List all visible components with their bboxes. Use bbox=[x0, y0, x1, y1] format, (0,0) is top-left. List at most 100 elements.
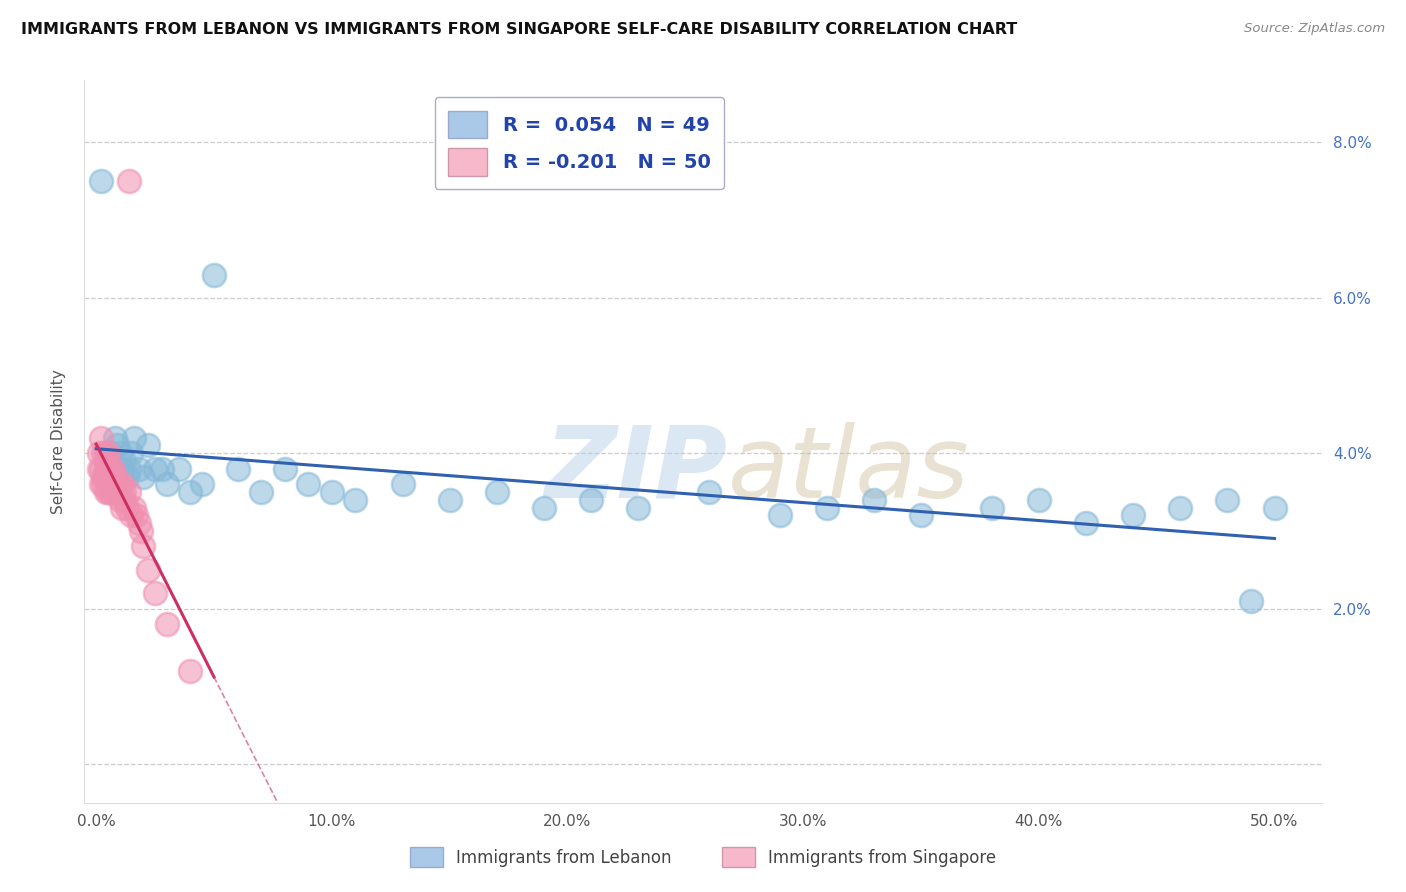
Point bbox=[101, 477, 124, 491]
Point bbox=[132, 469, 155, 483]
Point bbox=[118, 461, 141, 475]
Point bbox=[150, 461, 173, 475]
Point bbox=[115, 469, 138, 483]
Point bbox=[118, 485, 141, 500]
Point bbox=[121, 446, 143, 460]
Point bbox=[108, 446, 131, 460]
Point bbox=[105, 485, 128, 500]
Point bbox=[297, 477, 319, 491]
Point bbox=[111, 461, 134, 475]
Point bbox=[980, 500, 1002, 515]
Point bbox=[105, 477, 128, 491]
Point bbox=[121, 508, 143, 523]
Point bbox=[128, 516, 150, 530]
Point bbox=[202, 268, 225, 282]
Point bbox=[1122, 508, 1144, 523]
Point bbox=[1263, 500, 1285, 515]
Point bbox=[112, 485, 135, 500]
Point bbox=[101, 461, 124, 475]
Point bbox=[97, 485, 120, 500]
Point bbox=[104, 485, 127, 500]
Point bbox=[91, 446, 114, 460]
Point bbox=[108, 492, 131, 507]
Point bbox=[533, 500, 555, 515]
Point bbox=[115, 500, 138, 515]
Point bbox=[1240, 594, 1263, 608]
Point bbox=[97, 469, 120, 483]
Point bbox=[104, 431, 127, 445]
Point bbox=[122, 431, 145, 445]
Point bbox=[91, 469, 114, 483]
Point bbox=[179, 485, 201, 500]
Point bbox=[91, 477, 114, 491]
Point bbox=[697, 485, 720, 500]
Point bbox=[132, 540, 155, 554]
Point bbox=[863, 492, 886, 507]
Point bbox=[156, 617, 179, 632]
Point bbox=[87, 461, 110, 475]
Point bbox=[94, 461, 117, 475]
Point bbox=[112, 454, 135, 468]
Text: ZIP: ZIP bbox=[544, 422, 728, 519]
Point bbox=[128, 461, 150, 475]
Point bbox=[815, 500, 838, 515]
Text: atlas: atlas bbox=[728, 422, 969, 519]
Point bbox=[321, 485, 343, 500]
Point bbox=[273, 461, 295, 475]
Point bbox=[118, 174, 141, 188]
Point bbox=[143, 461, 166, 475]
Point bbox=[1216, 492, 1239, 507]
Point bbox=[98, 477, 121, 491]
Point bbox=[112, 492, 135, 507]
Point bbox=[97, 469, 120, 483]
Point bbox=[97, 461, 120, 475]
Point bbox=[94, 446, 117, 460]
Legend: Immigrants from Lebanon, Immigrants from Singapore: Immigrants from Lebanon, Immigrants from… bbox=[404, 840, 1002, 874]
Point bbox=[129, 524, 152, 538]
Point bbox=[98, 469, 121, 483]
Point bbox=[143, 586, 166, 600]
Point bbox=[167, 461, 190, 475]
Point bbox=[768, 508, 790, 523]
Point bbox=[579, 492, 602, 507]
Point bbox=[1168, 500, 1191, 515]
Point bbox=[627, 500, 650, 515]
Point bbox=[98, 446, 121, 460]
Point bbox=[108, 477, 131, 491]
Point bbox=[136, 563, 159, 577]
Point bbox=[1074, 516, 1097, 530]
Point bbox=[101, 461, 124, 475]
Point bbox=[136, 438, 159, 452]
Point bbox=[179, 664, 201, 678]
Point bbox=[250, 485, 273, 500]
Point bbox=[101, 485, 124, 500]
Point bbox=[90, 461, 112, 475]
Text: IMMIGRANTS FROM LEBANON VS IMMIGRANTS FROM SINGAPORE SELF-CARE DISABILITY CORREL: IMMIGRANTS FROM LEBANON VS IMMIGRANTS FR… bbox=[21, 22, 1018, 37]
Point bbox=[101, 469, 124, 483]
Point bbox=[94, 485, 117, 500]
Point bbox=[104, 477, 127, 491]
Point bbox=[90, 477, 112, 491]
Point bbox=[111, 500, 134, 515]
Point bbox=[122, 500, 145, 515]
Point bbox=[156, 477, 179, 491]
Point bbox=[910, 508, 932, 523]
Point bbox=[111, 477, 134, 491]
Point bbox=[94, 469, 117, 483]
Point bbox=[125, 508, 148, 523]
Point bbox=[191, 477, 214, 491]
Point bbox=[1028, 492, 1050, 507]
Point bbox=[108, 485, 131, 500]
Point bbox=[94, 454, 117, 468]
Point bbox=[97, 477, 120, 491]
Point bbox=[90, 174, 112, 188]
Point bbox=[439, 492, 461, 507]
Point bbox=[391, 477, 413, 491]
Text: Source: ZipAtlas.com: Source: ZipAtlas.com bbox=[1244, 22, 1385, 36]
Point bbox=[485, 485, 508, 500]
Point bbox=[98, 461, 121, 475]
Point bbox=[87, 446, 110, 460]
Y-axis label: Self-Care Disability: Self-Care Disability bbox=[51, 369, 66, 514]
Point bbox=[344, 492, 367, 507]
Point bbox=[105, 438, 128, 452]
